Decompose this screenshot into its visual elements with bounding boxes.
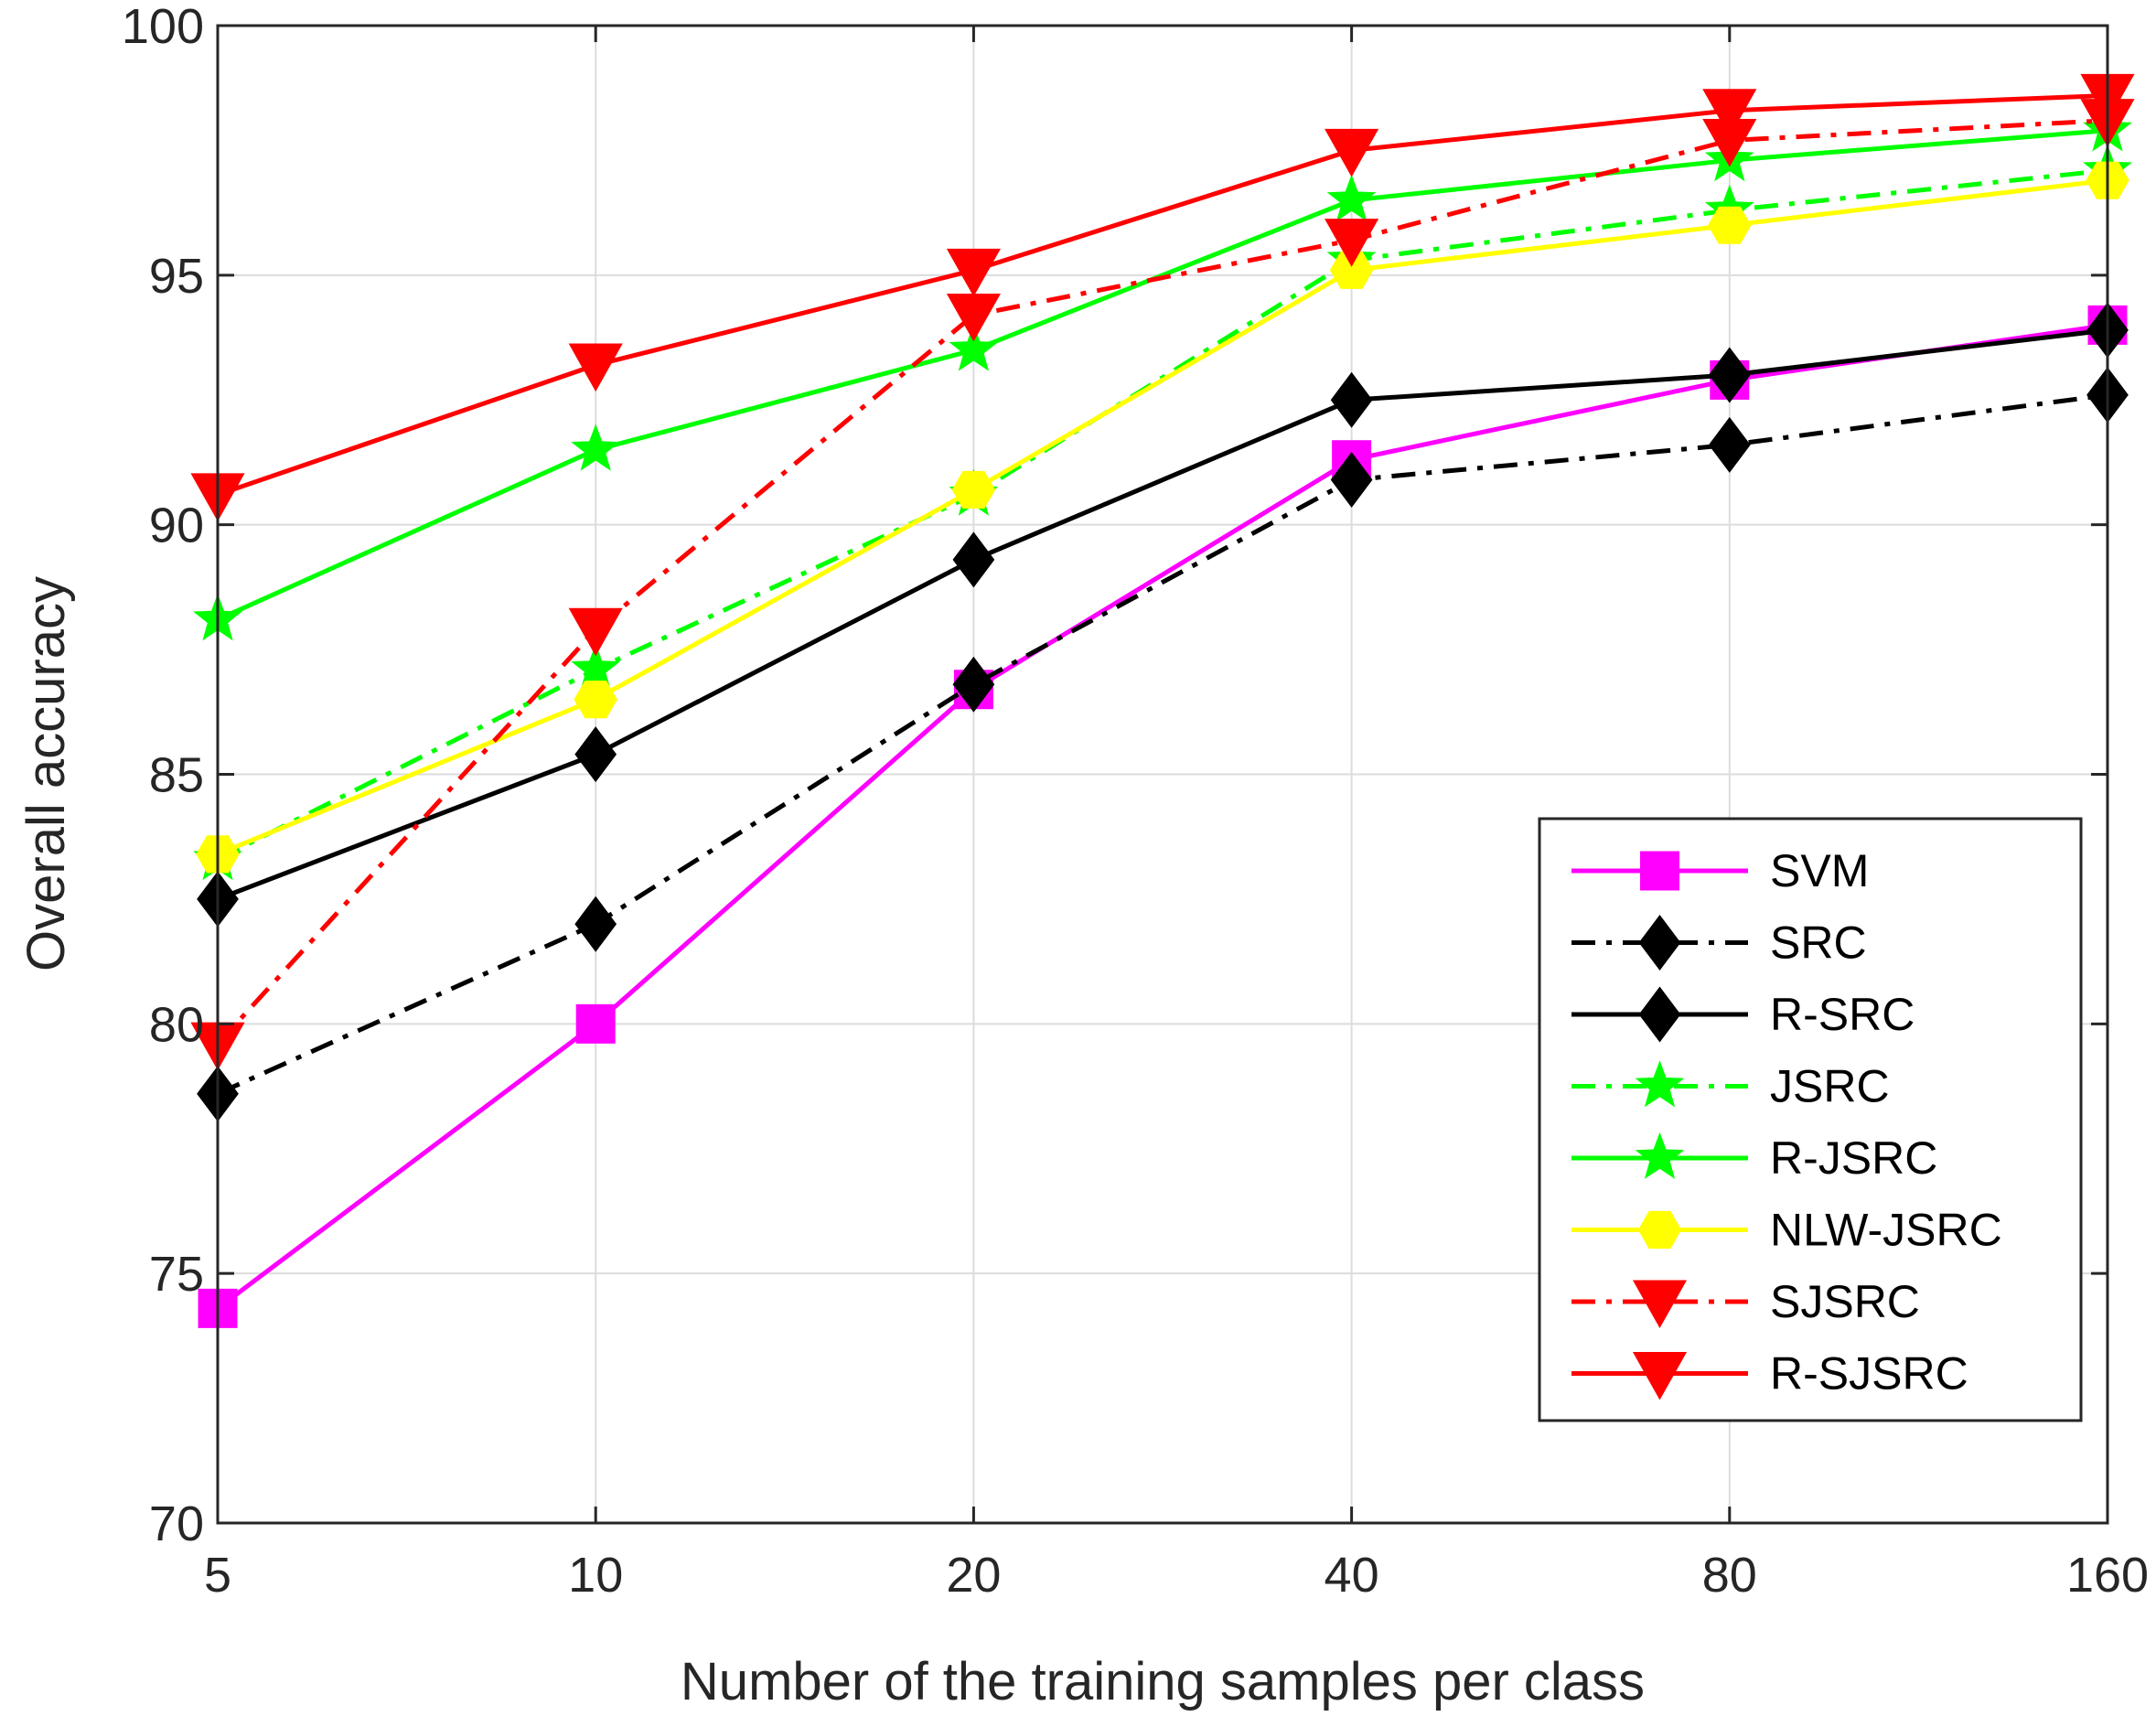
data-point-nlw-jsrc-10	[574, 681, 617, 719]
x-tick-label-10: 10	[568, 1548, 623, 1603]
data-point-r-src-40	[1330, 371, 1373, 428]
series-line-r-src	[217, 327, 2108, 902]
legend-marker-sjsrc	[1632, 1280, 1688, 1329]
data-point-src-40	[1330, 452, 1373, 509]
series-line-r-sjsrc	[217, 92, 2108, 498]
x-tick-label-20: 20	[946, 1548, 1001, 1603]
data-point-r-src-10	[574, 726, 617, 783]
x-tick-label-40: 40	[1325, 1548, 1379, 1603]
data-point-r-src-20	[952, 531, 995, 588]
legend-label-r-jsrc: R-JSRC	[1770, 1132, 1937, 1184]
data-point-jsrc-10	[571, 643, 621, 691]
legend-marker-nlw-jsrc	[1637, 1210, 1682, 1250]
axis-ticks: 5 10 20 40 80 160 70 75 80 85 90 95 100	[122, 0, 2149, 1603]
series-line-sjsrc	[216, 118, 2108, 1046]
legend-label-src: SRC	[1770, 917, 1867, 969]
legend-marker-r-src	[1638, 986, 1681, 1043]
series-line-src	[216, 392, 2108, 1096]
data-point-r-jsrc-20	[949, 324, 999, 371]
y-tick-label-80: 80	[149, 997, 204, 1052]
series-line-svm	[216, 322, 2108, 1311]
data-point-r-sjsrc-10	[568, 343, 623, 392]
data-point-svm-10	[575, 1003, 616, 1044]
legend: SVM SRC R-SRC JSRC R-JSRC NLW-JSRC SJSRC R-SJSR…	[1538, 817, 2083, 1422]
legend-marker-svm	[1640, 851, 1679, 891]
data-point-src-10	[574, 896, 617, 952]
legend-entry-r-src: R-SRC	[1571, 986, 1915, 1043]
data-point-r-jsrc-40	[1326, 174, 1377, 221]
legend-entry-r-sjsrc: R-SJSRC	[1571, 1348, 1968, 1400]
legend-entry-nlw-jsrc: NLW-JSRC	[1571, 1205, 2002, 1256]
data-point-r-sjsrc-40	[1325, 128, 1379, 177]
series-nlw-jsrc	[196, 161, 2129, 874]
legend-entry-src: SRC	[1571, 915, 1867, 971]
y-tick-label-95: 95	[149, 249, 204, 304]
x-tick-label-160: 160	[2066, 1548, 2149, 1603]
x-tick-label-80: 80	[1702, 1548, 1757, 1603]
data-point-r-sjsrc-80	[1702, 89, 1757, 137]
legend-label-r-sjsrc: R-SJSRC	[1770, 1348, 1968, 1400]
x-tick-label-5: 5	[204, 1548, 231, 1603]
legend-marker-src	[1638, 915, 1681, 971]
y-tick-label-100: 100	[122, 0, 204, 54]
y-tick-label-85: 85	[149, 748, 204, 803]
legend-entry-r-jsrc: R-JSRC	[1571, 1132, 1937, 1184]
legend-entry-sjsrc: SJSRC	[1571, 1276, 1920, 1329]
data-point-src-80	[1708, 416, 1751, 473]
legend-label-svm: SVM	[1770, 845, 1869, 896]
series-line-nlw-jsrc	[217, 177, 2108, 857]
data-point-r-jsrc-10	[571, 424, 621, 471]
y-tick-label-90: 90	[149, 499, 204, 553]
legend-label-r-src: R-SRC	[1770, 989, 1915, 1040]
legend-label-sjsrc: SJSRC	[1770, 1276, 1920, 1327]
legend-marker-jsrc	[1635, 1060, 1685, 1108]
y-axis-label: Overall accuracy	[16, 576, 76, 971]
x-axis-label: Number of the training samples per class	[681, 1652, 1645, 1711]
legend-label-jsrc: JSRC	[1770, 1061, 1890, 1112]
legend-marker-r-sjsrc	[1632, 1352, 1688, 1400]
data-point-sjsrc-40	[1325, 219, 1379, 267]
series-src	[197, 367, 2129, 1122]
data-point-r-src-80	[1708, 347, 1751, 403]
legend-entry-svm: SVM	[1571, 845, 1869, 896]
data-point-nlw-jsrc-20	[951, 470, 996, 509]
series-line-r-jsrc	[216, 128, 2108, 622]
legend-entry-jsrc: JSRC	[1571, 1060, 1890, 1112]
data-point-src-20	[952, 656, 995, 713]
data-point-nlw-jsrc-40	[1329, 251, 1374, 289]
y-tick-label-75: 75	[149, 1247, 204, 1302]
legend-label-nlw-jsrc: NLW-JSRC	[1770, 1205, 2002, 1256]
y-tick-label-70: 70	[149, 1496, 204, 1551]
legend-box	[1538, 817, 2083, 1422]
data-point-r-sjsrc-20	[946, 248, 1001, 297]
data-point-nlw-jsrc-80	[1708, 206, 1752, 244]
data-point-sjsrc-10	[568, 607, 623, 657]
legend-marker-r-jsrc	[1635, 1132, 1685, 1179]
